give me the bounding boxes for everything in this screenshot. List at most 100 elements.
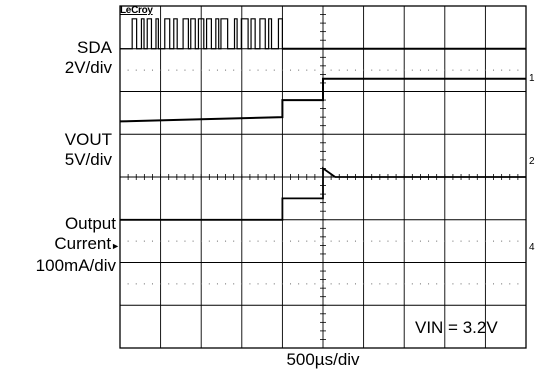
- grid-dot: [135, 240, 137, 242]
- grid-dot: [452, 69, 454, 71]
- grid-dot: [216, 69, 218, 71]
- sda-name: SDA: [77, 38, 112, 57]
- grid-dot: [200, 69, 202, 71]
- grid-dot: [468, 240, 470, 242]
- grid-dot: [241, 69, 243, 71]
- grid-dot: [411, 240, 413, 242]
- grid-dot: [476, 283, 478, 285]
- grid-dot: [168, 69, 170, 71]
- vout-trace: [119, 77, 526, 123]
- grid-dot: [290, 69, 292, 71]
- grid-dot: [143, 240, 145, 242]
- grid-dot: [371, 69, 373, 71]
- grid-dot: [225, 240, 227, 242]
- grid-dot: [354, 240, 356, 242]
- grid-dot: [419, 240, 421, 242]
- grid-dot: [363, 283, 365, 285]
- grid-dot: [127, 240, 129, 242]
- grid-dot: [273, 283, 275, 285]
- grid-dot: [379, 240, 381, 242]
- grid-dot: [314, 240, 316, 242]
- grid-dot: [298, 240, 300, 242]
- grid-dot: [444, 69, 446, 71]
- grid-dot: [241, 283, 243, 285]
- grid-dot: [168, 240, 170, 242]
- ch2-marker: 2: [529, 156, 535, 167]
- grid-dot: [460, 240, 462, 242]
- grid-dot: [160, 240, 162, 242]
- grid-dot: [184, 283, 186, 285]
- sda-scale: 2V/div: [64, 58, 112, 77]
- current-name: Output: [64, 214, 116, 233]
- lecroy-logo: LeCroy: [120, 5, 153, 16]
- grid-dot: [249, 283, 251, 285]
- grid-dot: [403, 283, 405, 285]
- grid-dot: [184, 69, 186, 71]
- grid-dot: [322, 69, 324, 71]
- grid-dot: [395, 69, 397, 71]
- ch1-marker: 1: [529, 73, 535, 84]
- grid-dot: [411, 283, 413, 285]
- ch4-arrow-icon: ►: [111, 241, 120, 251]
- grid-dot: [225, 283, 227, 285]
- grid-dot: [354, 69, 356, 71]
- grid-dot: [346, 283, 348, 285]
- grid-dot: [403, 69, 405, 71]
- grid-dot: [127, 283, 129, 285]
- grid-dot: [257, 240, 259, 242]
- grid-dot: [436, 69, 438, 71]
- ch4-marker: 4: [529, 242, 535, 253]
- grid-dot: [428, 240, 430, 242]
- grid-dot: [460, 283, 462, 285]
- grid-dot: [265, 240, 267, 242]
- grid-dot: [290, 240, 292, 242]
- grid-dot: [436, 283, 438, 285]
- grid-dot: [363, 69, 365, 71]
- grid-dot: [436, 240, 438, 242]
- grid-dot: [135, 283, 137, 285]
- grid-dot: [484, 283, 486, 285]
- grid-dot: [338, 69, 340, 71]
- grid-dot: [476, 240, 478, 242]
- grid-dot: [468, 283, 470, 285]
- grid-dot: [216, 240, 218, 242]
- grid-dot: [354, 283, 356, 285]
- grid-dot: [225, 69, 227, 71]
- grid-dot: [509, 240, 511, 242]
- grid-dot: [298, 69, 300, 71]
- grid-dot: [428, 283, 430, 285]
- grid-dot: [233, 283, 235, 285]
- grid-dot: [192, 240, 194, 242]
- grid-dot: [501, 69, 503, 71]
- vout-scale: 5V/div: [64, 150, 112, 169]
- grid-dot: [419, 283, 421, 285]
- grid-dot: [127, 69, 129, 71]
- grid-dot: [346, 240, 348, 242]
- grid-dot: [241, 240, 243, 242]
- grid-dot: [160, 69, 162, 71]
- grid-dot: [517, 240, 519, 242]
- grid-dot: [330, 283, 332, 285]
- grid-dot: [143, 69, 145, 71]
- grid-dot: [452, 240, 454, 242]
- grid-dot: [135, 69, 137, 71]
- grid-dot: [395, 283, 397, 285]
- grid-dot: [371, 240, 373, 242]
- grid-dot: [249, 69, 251, 71]
- grid-dot: [322, 283, 324, 285]
- grid-dot: [330, 240, 332, 242]
- grid-dot: [428, 69, 430, 71]
- grid-dot: [387, 69, 389, 71]
- grid-dot: [338, 283, 340, 285]
- grid-dot: [314, 69, 316, 71]
- time-scale: 500µs/div: [286, 350, 360, 369]
- current-trace: [120, 166, 526, 221]
- grid-dot: [395, 240, 397, 242]
- grid-dot: [444, 240, 446, 242]
- grid-dot: [371, 283, 373, 285]
- grid-dot: [411, 69, 413, 71]
- grid-dot: [460, 69, 462, 71]
- grid-dot: [387, 240, 389, 242]
- grid-dot: [322, 240, 324, 242]
